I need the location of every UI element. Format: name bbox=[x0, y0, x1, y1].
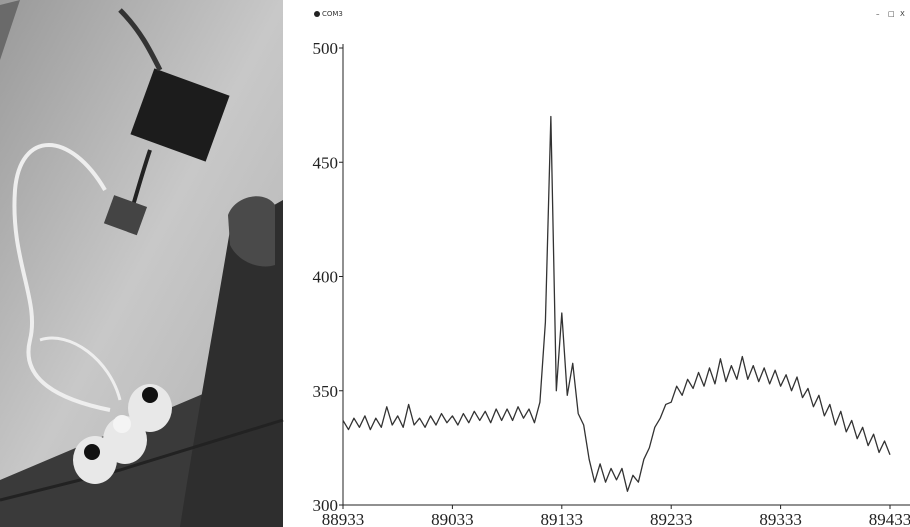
x-tick-label: 88933 bbox=[322, 510, 365, 527]
page: COM3 – □ X 30035040045050088933890338913… bbox=[0, 0, 910, 527]
signal-line bbox=[343, 117, 890, 492]
x-tick-label: 89033 bbox=[431, 510, 474, 527]
minimize-button[interactable]: – bbox=[876, 10, 880, 18]
x-tick-label: 89133 bbox=[541, 510, 584, 527]
screen: COM3 – □ X 30035040045050088933890338913… bbox=[0, 0, 910, 527]
x-tick-label: 89433 bbox=[869, 510, 910, 527]
app-icon bbox=[314, 11, 320, 17]
photo bbox=[0, 0, 283, 527]
x-tick-label: 89233 bbox=[650, 510, 693, 527]
close-button[interactable]: X bbox=[900, 10, 905, 18]
x-tick-label: 89333 bbox=[759, 510, 802, 527]
window-title: COM3 bbox=[322, 10, 343, 18]
maximize-button[interactable]: □ bbox=[888, 10, 895, 18]
y-tick-label: 400 bbox=[313, 268, 339, 287]
y-tick-label: 500 bbox=[313, 39, 339, 58]
y-tick-label: 450 bbox=[313, 153, 339, 172]
y-tick-label: 350 bbox=[313, 382, 339, 401]
